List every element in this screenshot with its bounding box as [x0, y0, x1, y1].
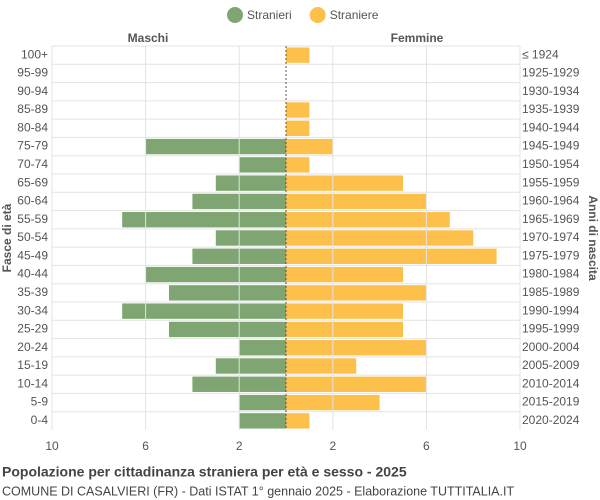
- bar: [286, 358, 357, 374]
- bar: [286, 138, 333, 155]
- y-tick-label: 80-84: [17, 120, 48, 134]
- legend-marker: [227, 7, 243, 23]
- y-tick-label: 0-4: [31, 413, 49, 427]
- bar: [286, 47, 310, 63]
- bar: [286, 285, 427, 301]
- y-tick-label: 10-14: [17, 376, 48, 390]
- y2-tick-label: 2005-2009: [522, 358, 580, 372]
- x-tick-label: 6: [423, 439, 430, 453]
- legend-label: Straniere: [330, 8, 379, 22]
- y2-tick-label: 1970-1974: [522, 230, 580, 244]
- y-tick-label: 5-9: [31, 395, 49, 409]
- y2-tick-label: 1975-1979: [522, 248, 580, 262]
- y2-tick-label: 1985-1989: [522, 285, 580, 299]
- x-tick-label: 10: [513, 439, 527, 453]
- bar: [215, 175, 286, 191]
- y-tick-label: 35-39: [17, 285, 48, 299]
- y2-tick-label: 1995-1999: [522, 322, 580, 336]
- y2-axis-label: Anni di nascita: [586, 195, 600, 281]
- y2-tick-label: 1950-1954: [522, 157, 580, 171]
- bar: [286, 248, 497, 264]
- x-tick-label: 2: [329, 439, 336, 453]
- y-tick-label: 20-24: [17, 340, 48, 354]
- y-tick-label: 45-49: [17, 248, 48, 262]
- bar: [286, 120, 310, 136]
- bar: [239, 394, 286, 411]
- y-tick-label: 15-19: [17, 358, 48, 372]
- y-tick-label: 30-34: [17, 303, 48, 317]
- bar: [145, 266, 286, 283]
- y-axis-label: Fasce di età: [0, 203, 14, 272]
- y-tick-label: 70-74: [17, 157, 48, 171]
- left-label: Maschi: [128, 31, 169, 45]
- y-tick-label: 50-54: [17, 230, 48, 244]
- bar: [215, 358, 286, 374]
- y2-tick-label: 1945-1949: [522, 139, 580, 153]
- y2-tick-label: 1980-1984: [522, 267, 580, 281]
- y2-tick-label: 2010-2014: [522, 376, 580, 390]
- bar: [286, 376, 427, 392]
- x-tick-label: 10: [45, 439, 59, 453]
- y2-tick-label: 2000-2004: [522, 340, 580, 354]
- y2-tick-label: 1990-1994: [522, 303, 580, 317]
- y2-tick-label: 2020-2024: [522, 413, 580, 427]
- bar: [239, 413, 286, 429]
- legend-label: Stranieri: [247, 8, 292, 22]
- bar: [169, 321, 286, 338]
- chart-subtitle: COMUNE DI CASALVIERI (FR) - Dati ISTAT 1…: [2, 484, 514, 498]
- y2-tick-label: 1935-1939: [522, 102, 580, 116]
- x-tick-label: 2: [236, 439, 243, 453]
- y2-tick-label: 1955-1959: [522, 175, 580, 189]
- bar: [122, 303, 286, 319]
- bar: [286, 266, 403, 283]
- bar: [286, 102, 310, 118]
- bar: [145, 138, 286, 155]
- legend-marker: [309, 7, 326, 23]
- y2-tick-label: 1965-1969: [522, 212, 580, 226]
- bar: [239, 157, 286, 173]
- bar: [122, 212, 286, 228]
- bar: [286, 175, 403, 191]
- y-tick-label: 100+: [21, 47, 48, 61]
- y2-tick-label: 1925-1929: [522, 66, 580, 80]
- y-tick-label: 90-94: [17, 84, 48, 98]
- bar: [286, 321, 403, 338]
- bar: [286, 212, 450, 228]
- chart-title: Popolazione per cittadinanza straniera p…: [2, 464, 407, 480]
- y-tick-label: 40-44: [17, 267, 48, 281]
- y-tick-label: 65-69: [17, 175, 48, 189]
- bar: [286, 340, 427, 356]
- bar: [286, 413, 310, 429]
- y-tick-label: 85-89: [17, 102, 48, 116]
- bar: [215, 230, 286, 246]
- y2-tick-label: 1960-1964: [522, 194, 580, 208]
- y-tick-label: 95-99: [17, 66, 48, 80]
- y2-tick-label: 1930-1934: [522, 84, 580, 98]
- y-tick-label: 55-59: [17, 212, 48, 226]
- y-tick-label: 75-79: [17, 139, 48, 153]
- y-tick-label: 25-29: [17, 322, 48, 336]
- y2-tick-label: 1940-1944: [522, 120, 580, 134]
- right-label: Femmine: [391, 31, 444, 45]
- x-tick-label: 6: [142, 439, 149, 453]
- bar: [286, 193, 427, 210]
- y2-tick-label: ≤ 1924: [522, 47, 559, 61]
- bar: [286, 230, 474, 246]
- y2-tick-label: 2015-2019: [522, 395, 580, 409]
- bar: [239, 340, 286, 356]
- bar: [286, 157, 310, 173]
- y-tick-label: 60-64: [17, 194, 48, 208]
- bar: [169, 285, 286, 301]
- bar: [286, 303, 403, 319]
